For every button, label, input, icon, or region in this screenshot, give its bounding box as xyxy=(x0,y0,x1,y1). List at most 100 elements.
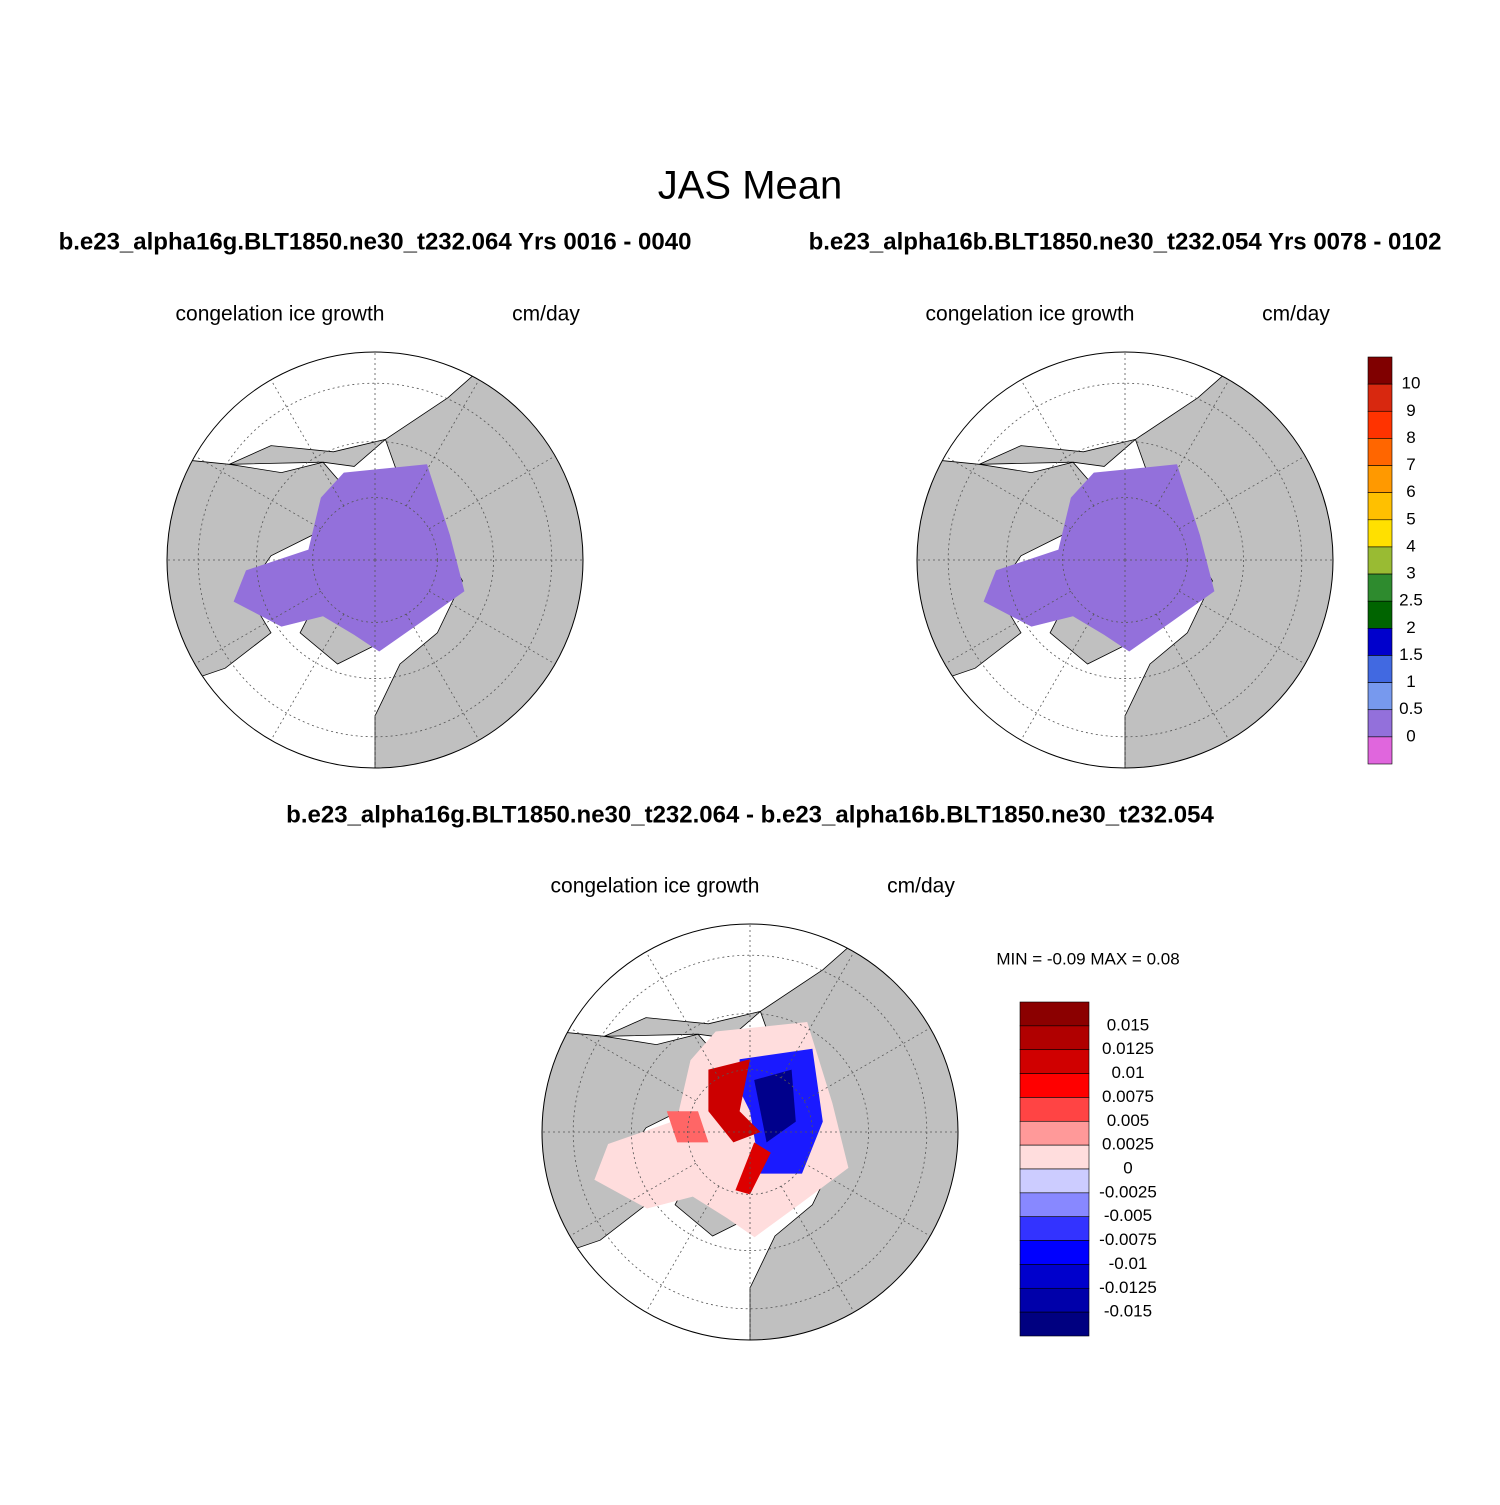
colorbar-label: 0.005 xyxy=(1107,1111,1150,1130)
variable-label: congelation ice growth xyxy=(926,303,1135,326)
colorbar-label: 5 xyxy=(1406,509,1415,528)
colorbar-label: -0.015 xyxy=(1104,1302,1152,1321)
panel-heading: b.e23_alpha16g.BLT1850.ne30_t232.064 - b… xyxy=(286,801,1214,828)
colorbar-box xyxy=(1019,1097,1090,1122)
colorbar-label: 0.015 xyxy=(1107,1015,1150,1034)
colorbar-box xyxy=(1367,628,1393,656)
meridian-line xyxy=(780,951,855,1079)
colorbar-box xyxy=(1019,1001,1090,1027)
meridian-line xyxy=(803,1162,931,1237)
panel-heading: b.e23_alpha16g.BLT1850.ne30_t232.064 Yrs… xyxy=(59,228,692,255)
map-border xyxy=(166,351,584,769)
colorbar-box xyxy=(1019,1192,1090,1218)
colorbar-box xyxy=(1367,546,1393,575)
meridian-line xyxy=(428,455,556,530)
meridian-line xyxy=(1178,455,1306,530)
units-label: cm/day xyxy=(512,303,580,326)
colorbar-box xyxy=(1019,1168,1090,1194)
colorbar-label: 1 xyxy=(1406,672,1415,691)
difference-field xyxy=(735,1142,771,1195)
meridian-line xyxy=(1155,613,1230,741)
colorbar-label: 4 xyxy=(1406,536,1415,555)
latitude-line xyxy=(687,1069,813,1195)
polar-map xyxy=(167,352,583,768)
colorbar-label: -0.0025 xyxy=(1099,1182,1157,1201)
colorbar-box xyxy=(1367,410,1393,439)
colorbar-label: 0.5 xyxy=(1399,699,1423,718)
colorbar-label: 0.01 xyxy=(1111,1063,1144,1082)
colorbar-box xyxy=(1019,1240,1090,1265)
colorbar-box xyxy=(1019,1264,1090,1289)
colorbar-box xyxy=(1019,1073,1090,1098)
colorbar-label: 6 xyxy=(1406,482,1415,501)
colorbar-label: 7 xyxy=(1406,455,1415,474)
meridian-line xyxy=(803,1027,931,1102)
meridian-line xyxy=(270,379,345,507)
meridian-line xyxy=(569,1027,697,1102)
meridian-line xyxy=(569,1162,697,1237)
colorbar-box xyxy=(1019,1311,1090,1337)
colorbar-label: -0.01 xyxy=(1109,1254,1148,1273)
colorbar-box xyxy=(1367,383,1393,412)
colorbar-label: 2.5 xyxy=(1399,591,1423,610)
latitude-line xyxy=(256,441,494,679)
difference-field xyxy=(754,1069,796,1143)
colorbar-box xyxy=(1367,465,1393,493)
colorbar-box xyxy=(1367,438,1393,466)
polar-map xyxy=(917,352,1333,768)
meridian-line xyxy=(405,613,480,741)
colorbar-label: 2 xyxy=(1406,618,1415,637)
meridian-line xyxy=(645,1185,720,1313)
latitude-line xyxy=(631,1013,869,1251)
latitude-line xyxy=(1006,441,1244,679)
map-border xyxy=(541,923,959,1341)
variable-label: congelation ice growth xyxy=(176,303,385,326)
meridian-line xyxy=(1020,379,1095,507)
units-label: cm/day xyxy=(1262,303,1330,326)
colorbar-label: 0.0125 xyxy=(1102,1039,1154,1058)
min-max-label: MIN = -0.09 MAX = 0.08 xyxy=(996,949,1179,968)
colorbar-label: 8 xyxy=(1406,428,1415,447)
colorbar-box xyxy=(1367,736,1393,765)
colorbar-box xyxy=(1019,1025,1090,1051)
meridian-line xyxy=(1155,379,1230,507)
colorbar-box xyxy=(1367,492,1393,521)
meridian-line xyxy=(780,1185,855,1313)
panel-heading: b.e23_alpha16b.BLT1850.ne30_t232.054 Yrs… xyxy=(809,228,1442,255)
colorbar-label: -0.0125 xyxy=(1099,1278,1157,1297)
polar-map xyxy=(542,924,958,1340)
latitude-line xyxy=(1062,497,1188,623)
colorbar-label: 0.0075 xyxy=(1102,1087,1154,1106)
colorbar-box xyxy=(1019,1049,1090,1074)
colorbar-box xyxy=(1367,573,1393,602)
colorbar-label: 0 xyxy=(1123,1158,1132,1177)
colorbar-box xyxy=(1019,1287,1090,1313)
meridian-line xyxy=(645,951,720,1079)
latitude-line xyxy=(312,497,438,623)
sea-ice-field xyxy=(233,464,465,652)
colorbar-label: 3 xyxy=(1406,564,1415,583)
difference-field xyxy=(708,1059,761,1143)
meridian-line xyxy=(405,379,480,507)
meridian-line xyxy=(1020,613,1095,741)
colorbar-label: 10 xyxy=(1402,374,1421,393)
colorbar-label: -0.005 xyxy=(1104,1206,1152,1225)
colorbar-box xyxy=(1019,1144,1090,1170)
colorbar-box xyxy=(1019,1120,1090,1146)
colorbar-box xyxy=(1367,356,1393,385)
meridian-line xyxy=(428,590,556,665)
colorbar-box xyxy=(1019,1216,1090,1241)
colorbar-label: 1.5 xyxy=(1399,645,1423,664)
colorbar-box xyxy=(1367,655,1393,683)
meridian-line xyxy=(194,590,322,665)
variable-label: congelation ice growth xyxy=(551,875,760,898)
sea-ice-field xyxy=(983,464,1215,652)
meridian-line xyxy=(194,455,322,530)
meridian-line xyxy=(944,455,1072,530)
colorbar-label: 0.0025 xyxy=(1102,1135,1154,1154)
units-label: cm/day xyxy=(887,875,955,898)
meridian-line xyxy=(944,590,1072,665)
colorbar-box xyxy=(1367,519,1393,548)
colorbar-box xyxy=(1367,682,1393,711)
